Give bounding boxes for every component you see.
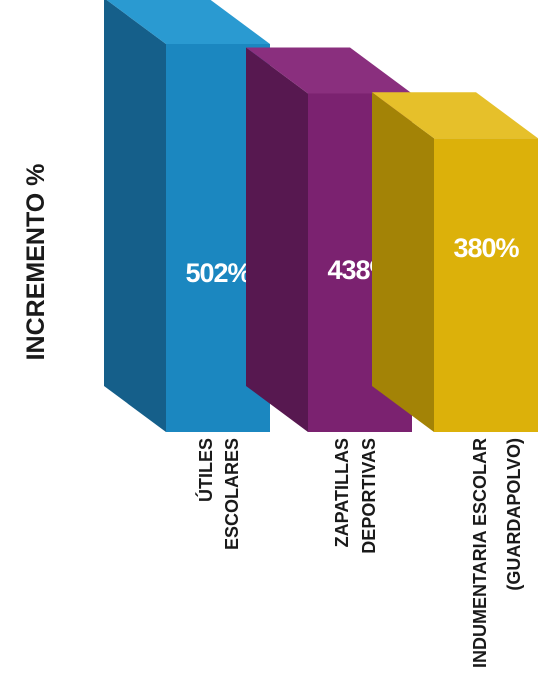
bar-side-face [104, 0, 166, 432]
category-label: ÚTILES [195, 438, 216, 502]
category-labels-group: ÚTILES ESCOLARES ZAPATILLAS DEPORTIVAS INDUM… [195, 438, 524, 668]
bar-top-face [246, 47, 412, 94]
category-label: DEPORTIVAS [359, 438, 379, 554]
bar-top-face [106, 0, 270, 44]
bar-1: 502% [104, 0, 270, 432]
bar-top-face [372, 92, 538, 139]
category-label: (GUARDAPOLVO) [504, 438, 524, 591]
data-label: 502% [185, 258, 251, 288]
bar-3: 380% [372, 92, 538, 433]
category-label: INDUMENTARIA ESCOLAR [470, 438, 490, 668]
bar-side-face [372, 92, 434, 432]
bar-side-face [246, 47, 308, 433]
data-label: 380% [453, 233, 519, 263]
bars-group: 502% 438%380% [104, 0, 538, 433]
category-label: ZAPATILLAS [332, 438, 352, 547]
y-axis-title: INCREMENTO % [22, 164, 50, 361]
bar-front-face [434, 138, 538, 433]
category-label: ESCOLARES [222, 438, 242, 550]
